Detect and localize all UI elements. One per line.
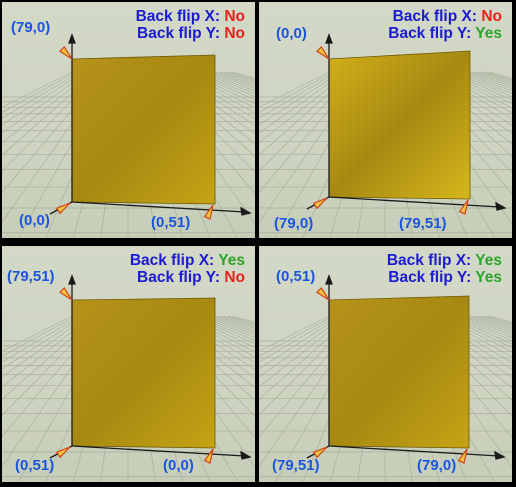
square-texel-grid [72, 298, 215, 448]
flip-x-label: Back flip X: [135, 8, 221, 25]
origin-corner-pointer [312, 446, 328, 459]
flip-y-line: Back flip Y: No [136, 25, 245, 42]
origin-corner-label: (79,51) [272, 457, 320, 474]
right-corner-pointer [457, 448, 468, 464]
flip-x-value: No [224, 8, 245, 25]
flip-y-value: No [224, 269, 245, 286]
right-corner-pointer [458, 199, 469, 215]
flip-x-label: Back flip X: [392, 8, 478, 25]
top-corner-label: (79,0) [11, 19, 51, 36]
flip-y-label: Back flip Y: [137, 269, 221, 286]
top-corner-pointer [316, 287, 330, 301]
flip-info: Back flip X: No Back flip Y: Yes [388, 8, 502, 42]
axis-arrow-right [495, 201, 507, 211]
origin-corner-label: (79,0) [274, 215, 314, 232]
axis-arrow-right [494, 450, 506, 460]
grid-scene [2, 274, 255, 482]
axis-arrow-up [68, 274, 76, 285]
top-corner-label: (0,0) [276, 25, 307, 42]
axis-arrow-right [240, 206, 252, 216]
flip-info: Back flip X: Yes Back flip Y: Yes [387, 252, 502, 286]
flip-y-line: Back flip Y: Yes [388, 25, 502, 42]
flip-info: Back flip X: Yes Back flip Y: No [130, 252, 245, 286]
square-texel-grid [72, 55, 215, 204]
viewport-panel-3: Back flip X: Yes Back flip Y: No (79,51)… [2, 246, 255, 482]
right-corner-label: (0,0) [163, 457, 194, 474]
right-corner-pointer [203, 204, 214, 220]
flip-x-label: Back flip X: [386, 252, 472, 269]
top-corner-pointer [59, 46, 73, 60]
grid-scene [259, 274, 512, 482]
axis-arrow-up [325, 274, 333, 285]
top-corner-pointer [59, 287, 73, 301]
flip-x-line: Back flip X: No [388, 8, 502, 25]
flip-x-line: Back flip X: No [136, 8, 245, 25]
grid-scene [259, 33, 512, 238]
flip-x-line: Back flip X: Yes [130, 252, 245, 269]
flip-y-line: Back flip Y: No [130, 269, 245, 286]
square-texel-grid [329, 296, 469, 448]
flip-info: Back flip X: No Back flip Y: No [136, 8, 245, 42]
top-corner-pointer [316, 46, 330, 60]
flip-x-value: Yes [475, 252, 502, 269]
axis-arrow-up [325, 33, 333, 44]
flip-y-label: Back flip Y: [137, 25, 221, 42]
origin-corner-label: (0,51) [15, 457, 55, 474]
right-corner-label: (0,51) [151, 214, 191, 231]
right-corner-pointer [203, 448, 214, 464]
origin-corner-label: (0,0) [19, 212, 50, 229]
axis-arrow-right [240, 450, 252, 460]
flip-x-label: Back flip X: [129, 252, 215, 269]
flip-x-line: Back flip X: Yes [387, 252, 502, 269]
grid-scene [2, 33, 255, 238]
viewport-panel-1: Back flip X: No Back flip Y: No (79,0) (… [2, 2, 255, 238]
flip-y-value: Yes [475, 25, 502, 42]
viewport-panel-4: Back flip X: Yes Back flip Y: Yes (0,51)… [259, 246, 512, 482]
top-corner-label: (79,51) [7, 268, 55, 285]
flip-y-value: No [224, 25, 245, 42]
axes [49, 33, 252, 216]
right-corner-label: (79,0) [417, 457, 457, 474]
flip-y-label: Back flip Y: [388, 25, 472, 42]
flip-y-line: Back flip Y: Yes [387, 269, 502, 286]
origin-corner-pointer [312, 197, 328, 210]
flip-x-value: No [481, 8, 502, 25]
flip-y-value: Yes [475, 269, 502, 286]
top-corner-label: (0,51) [276, 268, 316, 285]
square-texel-grid [329, 51, 470, 199]
flip-y-label: Back flip Y: [388, 269, 472, 286]
origin-corner-pointer [55, 202, 71, 215]
viewport-panel-2: Back flip X: No Back flip Y: Yes (0,0) (… [259, 2, 512, 238]
origin-corner-pointer [55, 446, 71, 459]
axis-arrow-up [68, 33, 76, 44]
right-corner-label: (79,51) [399, 215, 447, 232]
flip-x-value: Yes [218, 252, 245, 269]
